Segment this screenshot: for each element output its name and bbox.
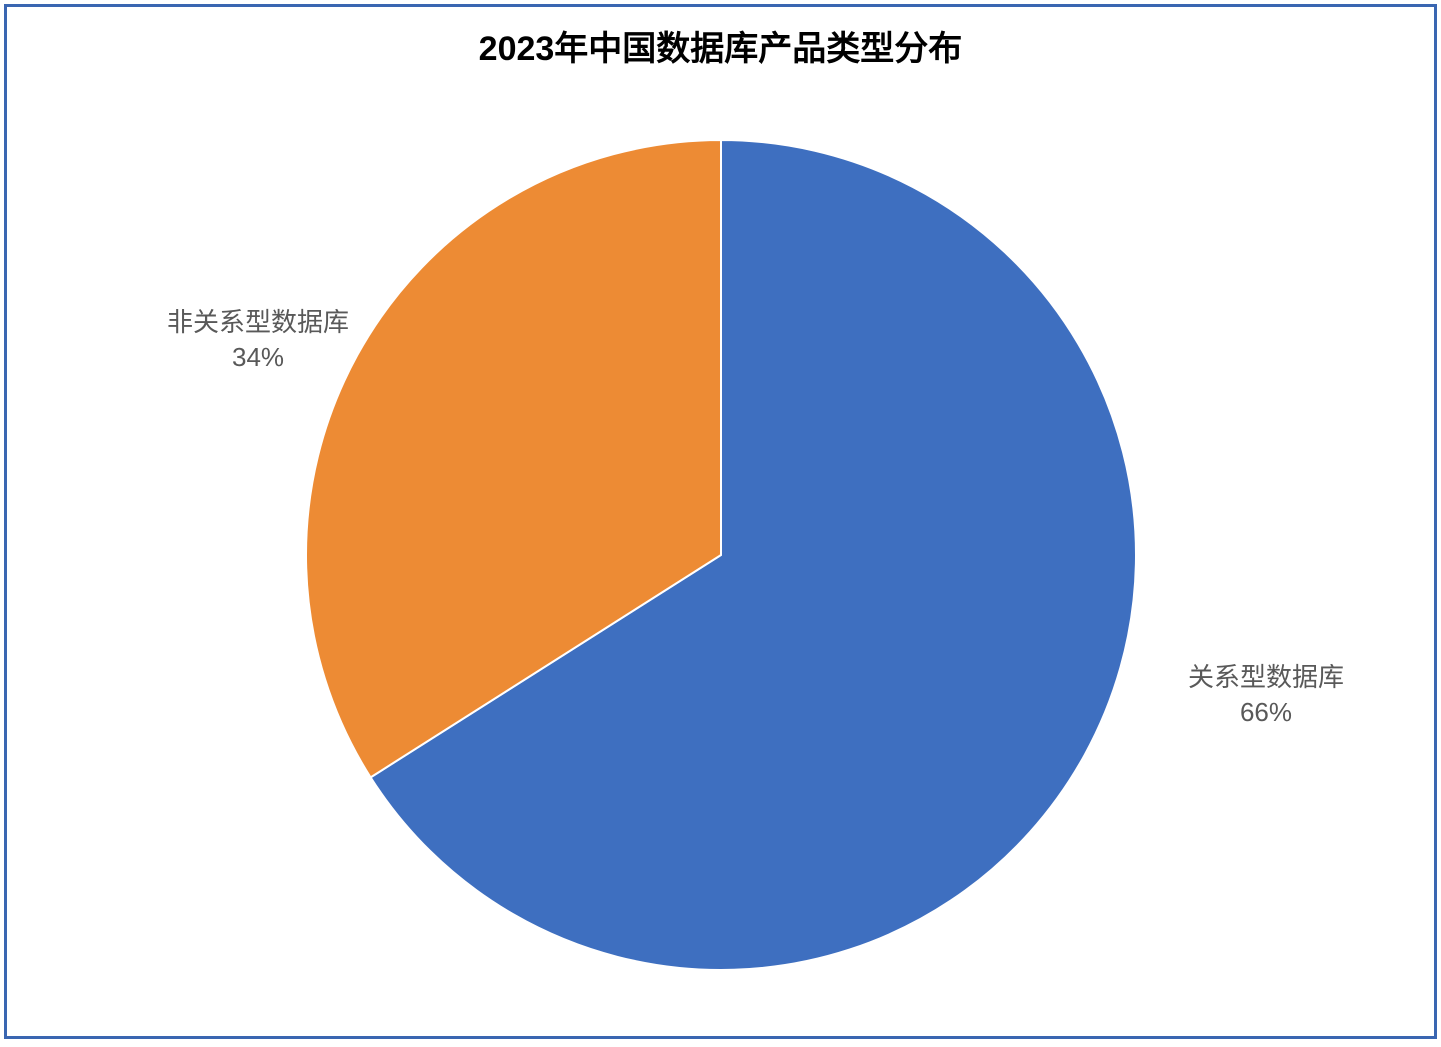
chart-title: 2023年中国数据库产品类型分布	[7, 21, 1434, 70]
slice-1-percent: 34%	[167, 340, 349, 375]
pie-area: 关系型数据库 66% 非关系型数据库 34%	[7, 70, 1434, 1039]
chart-container: 2023年中国数据库产品类型分布 关系型数据库 66% 非关系型数据库 34%	[4, 4, 1437, 1039]
slice-0-label-group: 关系型数据库 66%	[1188, 660, 1344, 730]
slice-1-label: 非关系型数据库	[167, 305, 349, 340]
pie-chart	[304, 138, 1138, 972]
slice-0-percent: 66%	[1188, 695, 1344, 730]
slice-1-label-group: 非关系型数据库 34%	[167, 305, 349, 375]
slice-0-label: 关系型数据库	[1188, 660, 1344, 695]
